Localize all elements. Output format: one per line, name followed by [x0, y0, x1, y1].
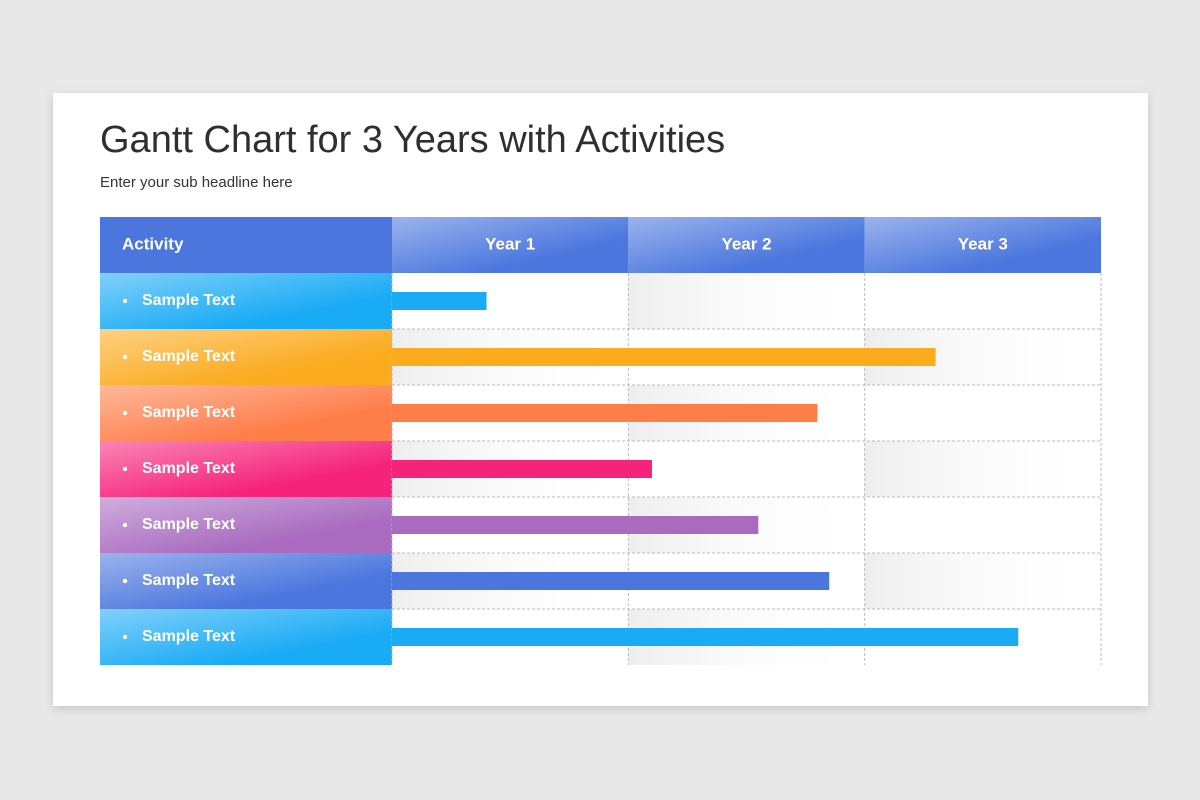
row-label-shine: [100, 441, 392, 497]
row-label-shine: [100, 385, 392, 441]
row-label: Sample Text: [142, 460, 236, 477]
row-label: Sample Text: [142, 404, 236, 421]
row-label-shine: [100, 609, 392, 665]
chart-subtitle: Enter your sub headline here: [100, 174, 293, 191]
cell-shade: [864, 553, 1101, 609]
row-label: Sample Text: [142, 516, 236, 533]
bar: [392, 292, 487, 310]
bar: [392, 348, 936, 366]
row-label-shine: [100, 497, 392, 553]
row-label-shine: [100, 273, 392, 329]
bullet: [122, 354, 128, 360]
bullet: [122, 298, 128, 304]
period-label: Year 2: [721, 234, 771, 253]
header-shine: [628, 217, 865, 273]
row-label-shine: [100, 553, 392, 609]
bullet: [122, 466, 128, 472]
period-label: Year 3: [958, 234, 1008, 253]
chart-title: Gantt Chart for 3 Years with Activities: [100, 119, 725, 161]
bar: [392, 516, 759, 534]
cell-shade: [864, 441, 1101, 497]
row-label-shine: [100, 329, 392, 385]
gantt-table: Activity Year 1 Year 2 Year 3 Sample Text Sam…: [100, 217, 1102, 665]
bar: [392, 572, 830, 590]
row-label: Sample Text: [142, 348, 236, 365]
bullet: [122, 410, 128, 416]
header-shine: [864, 217, 1101, 273]
bullet: [122, 578, 128, 584]
row-label: Sample Text: [142, 292, 236, 309]
bullet: [122, 522, 128, 528]
bar: [392, 628, 1019, 646]
row-label: Sample Text: [142, 628, 236, 645]
bar: [392, 460, 652, 478]
header-label: Activity: [122, 234, 184, 253]
cell-shade: [628, 273, 865, 329]
period-label: Year 1: [485, 234, 535, 253]
row-label: Sample Text: [142, 572, 236, 589]
bullet: [122, 634, 128, 640]
header-cell: [100, 217, 392, 273]
bar: [392, 404, 818, 422]
header-shine: [392, 217, 629, 273]
